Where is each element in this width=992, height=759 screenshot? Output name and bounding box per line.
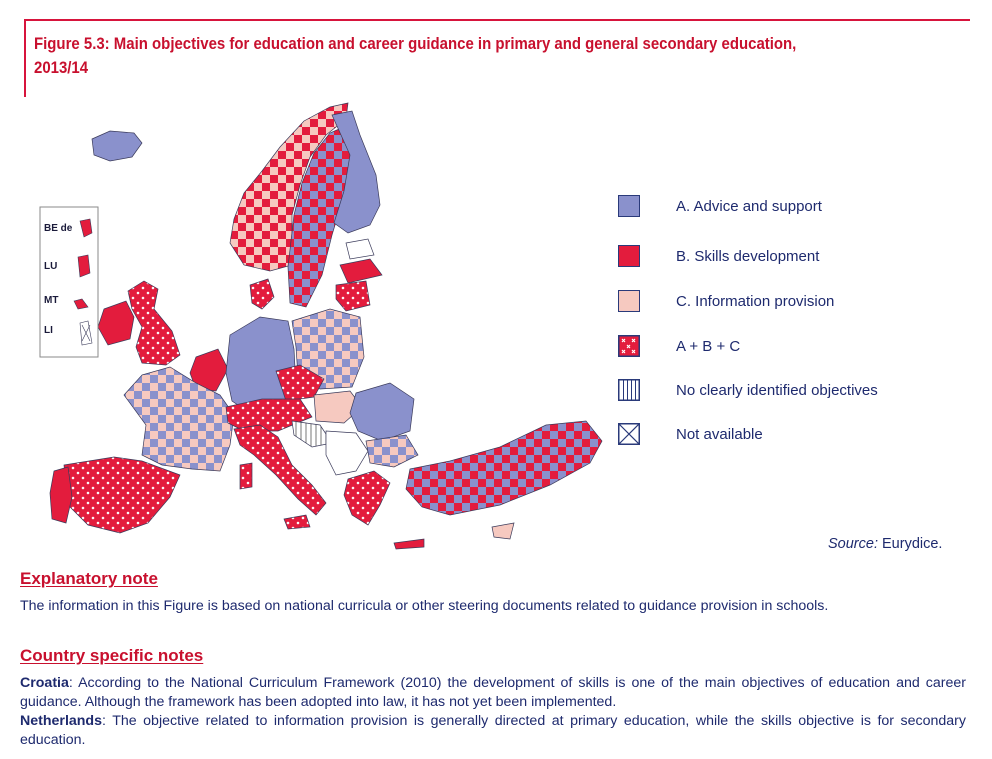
region-balkans [325, 430, 369, 476]
explanatory-note-heading: Explanatory note [20, 569, 158, 588]
legend-swatch-advice [618, 195, 640, 217]
region-estonia [345, 238, 375, 260]
region-latvia [339, 258, 383, 284]
figure-title-line1: Figure 5.3: Main objectives for educatio… [34, 34, 797, 53]
inset-label-be-de: BE de [44, 223, 73, 234]
legend-swatch-info [618, 290, 640, 312]
region-portugal [49, 466, 73, 524]
region-sicily [283, 514, 311, 530]
explanatory-note-text: The information in this Figure is based … [20, 598, 829, 614]
source-line: Source: Eurydice. [828, 536, 942, 552]
figure-title-line2: 2013/14 [34, 58, 89, 77]
region-finland [331, 110, 381, 234]
region-benelux [189, 348, 229, 392]
legend-swatch-abc [618, 335, 640, 357]
inset-shape-lu [77, 254, 91, 278]
netherlands-name: Netherlands [20, 713, 102, 729]
region-greece [343, 470, 391, 526]
region-bulgaria [365, 434, 419, 468]
region-spain [63, 456, 181, 534]
legend-label-info: C. Information provision [676, 293, 835, 310]
inset-label-mt: MT [44, 295, 58, 306]
title-side-bar [24, 19, 26, 97]
croatia-name: Croatia [20, 675, 69, 691]
source-label: Source: [828, 536, 878, 552]
legend-label-advice: A. Advice and support [676, 198, 822, 215]
region-denmark [249, 278, 275, 310]
netherlands-text: : The objective related to information p… [20, 713, 966, 748]
region-cyprus [491, 522, 515, 540]
legend-label-none: No clearly identified objectives [676, 382, 878, 399]
croatia-text: : According to the National Curriculum F… [20, 675, 966, 710]
region-ireland [97, 300, 135, 346]
source-value: Eurydice. [877, 536, 943, 552]
inset-cross-li [81, 324, 91, 342]
region-czechia [275, 364, 325, 402]
inset-shape-be-de [79, 218, 93, 238]
inset-label-lu: LU [44, 261, 57, 272]
region-romania [349, 382, 415, 442]
region-poland [291, 308, 365, 390]
legend-label-abc: A + B + C [676, 338, 741, 355]
inset-label-li: LI [44, 325, 53, 336]
region-lithuania [335, 280, 371, 312]
region-croatia [291, 420, 333, 448]
region-uk [127, 280, 181, 366]
netherlands-note: Netherlands: The objective related to in… [20, 712, 966, 750]
region-turkey [405, 420, 603, 516]
croatia-note: Croatia: According to the National Curri… [20, 674, 966, 712]
legend-label-skills: B. Skills development [676, 248, 820, 265]
region-norway [229, 102, 349, 272]
europe-map: BE de LU MT LI [39, 102, 603, 550]
legend-swatch-none [618, 379, 640, 401]
figure-title: Figure 5.3: Main objectives for educatio… [34, 32, 826, 80]
inset-shape-mt [73, 298, 89, 310]
region-sardinia [239, 462, 253, 490]
region-italy [233, 424, 327, 516]
country-notes-heading: Country specific notes [20, 646, 204, 665]
region-crete [393, 538, 425, 550]
title-rule [24, 19, 970, 21]
region-iceland [91, 130, 143, 162]
legend-swatch-skills [618, 245, 640, 267]
legend-swatch-na [618, 423, 640, 445]
legend-label-na: Not available [676, 426, 763, 443]
region-france [123, 366, 235, 472]
